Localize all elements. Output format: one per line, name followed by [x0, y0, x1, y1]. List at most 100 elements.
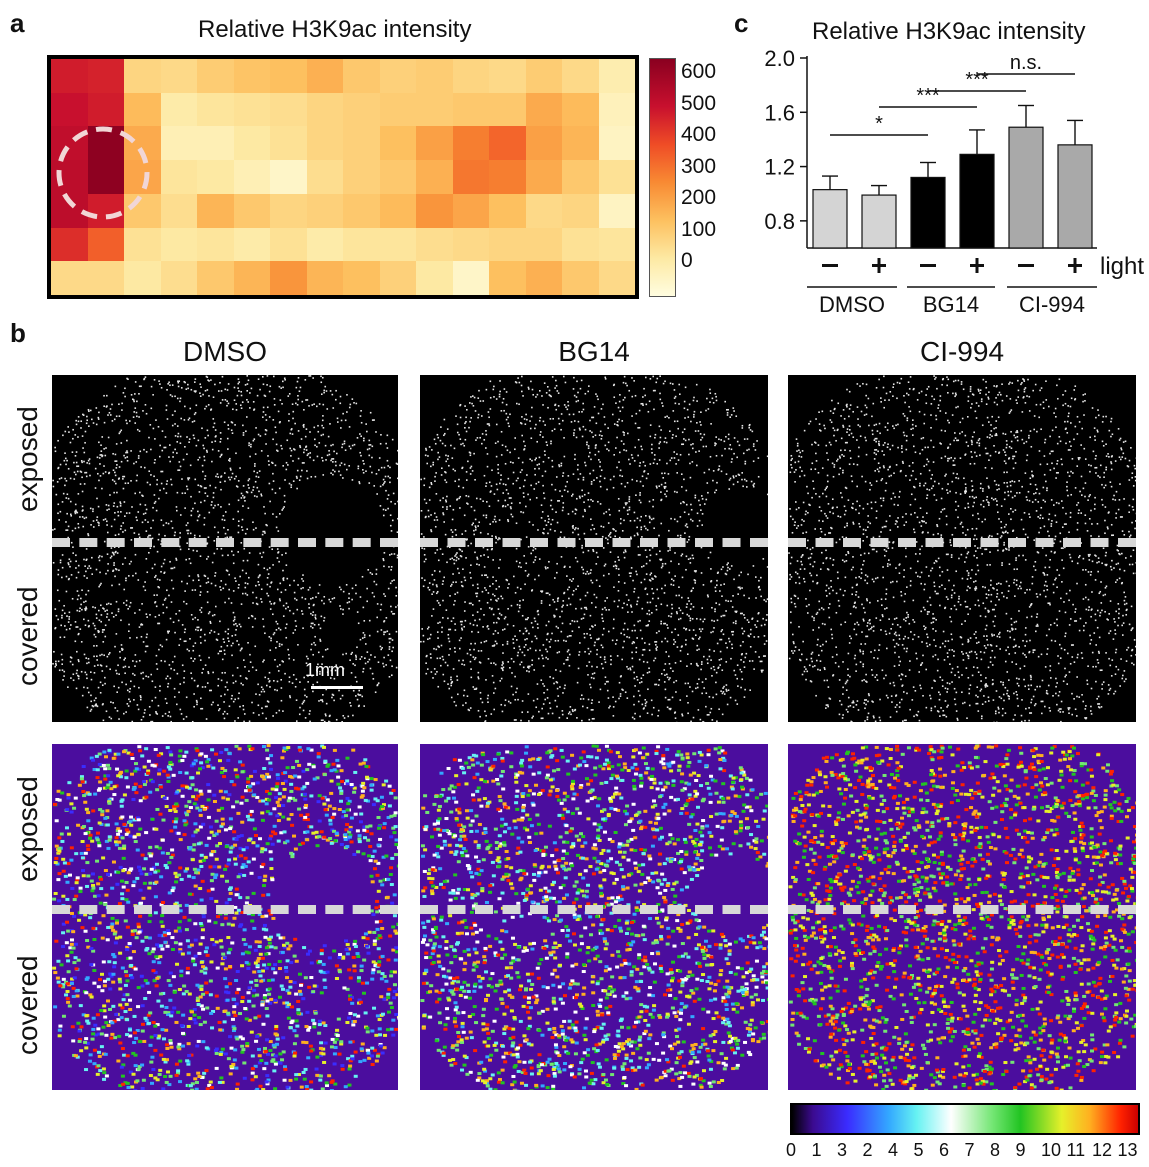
nucleus-dot — [634, 446, 636, 449]
nucleus-dot — [586, 665, 588, 667]
nucleus-dot — [169, 460, 171, 463]
nucleus-dot — [278, 385, 281, 388]
nucleus-dot — [77, 564, 80, 567]
nucleus-dot — [113, 564, 115, 566]
nucleus-dot — [636, 679, 639, 681]
nucleus-dot — [579, 497, 581, 499]
nucleus-dot — [494, 687, 497, 690]
nucleus-dot — [123, 501, 126, 503]
nucleus-dot — [574, 508, 577, 511]
nucleus-dot — [192, 579, 195, 582]
nucleus-dot — [101, 670, 104, 672]
nucleus-dot — [555, 476, 558, 478]
nucleus-dot — [481, 701, 484, 704]
nucleus-dot — [128, 630, 130, 633]
nucleus-dot — [105, 572, 107, 575]
nucleus-dot — [488, 424, 491, 427]
nucleus-dot — [183, 677, 185, 679]
column-label-dmso: DMSO — [183, 336, 267, 367]
nucleus-dot — [224, 630, 227, 633]
nucleus-dot — [273, 679, 275, 682]
nucleus-dot — [547, 712, 550, 715]
nucleus-dot — [230, 429, 233, 432]
nucleus-dot — [220, 589, 222, 591]
nucleus-dot — [244, 500, 246, 502]
nucleus-dot — [97, 418, 100, 420]
nucleus-dot — [282, 615, 285, 617]
nucleus-dot — [618, 574, 620, 576]
nucleus-dot — [281, 447, 283, 450]
nucleus-dot — [485, 516, 488, 519]
nucleus-dot — [1122, 452, 1125, 455]
nucleus-dot — [390, 605, 392, 608]
nucleus-dot — [616, 655, 619, 657]
nucleus-dot — [510, 685, 513, 688]
heatmap-cell — [598, 160, 635, 194]
nucleus-dot — [106, 509, 108, 511]
nucleus-dot — [651, 577, 653, 580]
nucleus-dot — [102, 607, 104, 609]
nucleus-dot — [73, 471, 76, 474]
nucleus-dot — [560, 630, 563, 633]
nucleus-dot — [471, 470, 474, 472]
nucleus-dot — [485, 430, 487, 432]
nucleus-dot — [342, 477, 344, 479]
nucleus-dot — [423, 560, 426, 563]
nucleus-dot — [91, 573, 94, 575]
nucleus-dot — [575, 607, 577, 610]
nucleus-dot — [340, 419, 343, 422]
nucleus-dot — [644, 704, 647, 707]
nucleus-dot — [485, 640, 488, 642]
nucleus-dot — [619, 410, 622, 413]
nucleus-dot — [203, 455, 206, 458]
nucleus-dot — [76, 465, 78, 468]
nucleus-dot — [660, 622, 662, 625]
nucleus-dot — [118, 673, 120, 675]
nucleus-dot — [582, 425, 585, 428]
bar-chart-bars — [812, 104, 1093, 249]
nucleus-dot — [685, 489, 688, 492]
nucleus-dot — [226, 536, 229, 539]
nucleus-dot — [176, 491, 179, 494]
nucleus-dot — [293, 448, 295, 450]
nucleus-dot — [603, 416, 606, 418]
nucleus-dot — [311, 627, 314, 629]
nucleus-dot — [579, 698, 582, 700]
nucleus-dot — [362, 667, 365, 670]
nucleus-dot — [458, 478, 460, 481]
nucleus-dot — [641, 607, 644, 610]
nucleus-dot — [207, 404, 210, 406]
nucleus-dot — [551, 459, 554, 462]
nucleus-dot — [297, 377, 300, 379]
nucleus-dot — [371, 592, 374, 594]
nucleus-dot — [143, 448, 145, 451]
nucleus-dot — [504, 445, 507, 448]
nucleus-dot — [290, 428, 293, 430]
nucleus-dot — [862, 607, 865, 609]
nucleus-dot — [81, 476, 83, 479]
nucleus-dot — [382, 662, 384, 665]
nucleus-dot — [82, 525, 85, 528]
nucleus-dot — [117, 608, 120, 610]
nucleus-dot — [562, 502, 565, 504]
nucleus-dot — [95, 644, 98, 647]
nucleus-dot — [238, 381, 241, 383]
nucleus-dot — [326, 648, 329, 650]
nucleus-dot — [375, 573, 378, 575]
colorbar-tick-label: 200 — [681, 186, 717, 209]
nucleus-dot — [77, 436, 79, 438]
nucleus-dot — [760, 595, 762, 598]
nucleus-dot — [575, 436, 578, 439]
nucleus-dot — [77, 571, 80, 574]
nucleus-dot — [193, 679, 196, 682]
nucleus-dot — [340, 608, 342, 610]
nucleus-dot — [612, 384, 615, 387]
nucleus-dot — [461, 629, 464, 631]
nucleus-dot — [566, 635, 569, 638]
nucleus-dot — [609, 513, 611, 516]
nucleus-dot — [70, 624, 72, 626]
nucleus-dot — [524, 479, 526, 482]
nucleus-dot — [536, 393, 539, 396]
nucleus-dot — [517, 651, 520, 654]
nucleus-dot — [590, 458, 592, 461]
